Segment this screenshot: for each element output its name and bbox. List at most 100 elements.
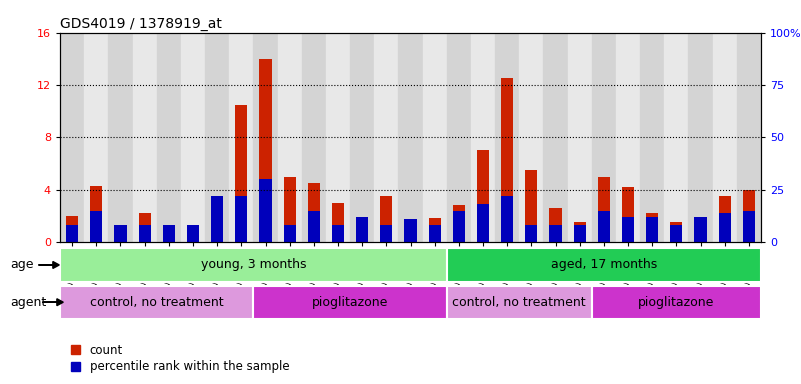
Bar [525, 170, 537, 242]
Bar [519, 33, 543, 242]
Bar [670, 225, 682, 242]
Bar [592, 33, 616, 242]
Bar [91, 210, 103, 242]
Bar [622, 217, 634, 242]
Bar [423, 33, 447, 242]
Bar [235, 104, 248, 242]
Bar [108, 33, 133, 242]
Text: control, no treatment: control, no treatment [453, 296, 586, 309]
Bar [163, 229, 175, 242]
Bar [598, 210, 610, 242]
Bar [115, 233, 127, 242]
Bar [278, 33, 302, 242]
Bar [743, 210, 755, 242]
Bar [664, 33, 688, 242]
Bar [453, 210, 465, 242]
Bar [211, 196, 223, 242]
Bar [91, 186, 103, 242]
Bar [157, 33, 181, 242]
Bar [718, 196, 731, 242]
Bar [501, 196, 513, 242]
Bar [133, 33, 157, 242]
Bar [447, 33, 471, 242]
Bar [284, 225, 296, 242]
Bar [405, 229, 417, 242]
Bar [694, 229, 706, 242]
Bar [447, 286, 592, 319]
Bar [60, 33, 84, 242]
Bar [646, 213, 658, 242]
Bar [253, 33, 278, 242]
Bar [447, 248, 761, 281]
Bar [66, 216, 78, 242]
Text: pioglitazone: pioglitazone [638, 296, 714, 309]
Bar [308, 183, 320, 242]
Bar [713, 33, 737, 242]
Bar [405, 219, 417, 242]
Bar [429, 225, 441, 242]
Bar [84, 33, 108, 242]
Bar [284, 177, 296, 242]
Bar [181, 33, 205, 242]
Bar [737, 33, 761, 242]
Text: age: age [10, 258, 34, 271]
Text: young, 3 months: young, 3 months [201, 258, 306, 271]
Bar [332, 203, 344, 242]
Text: pioglitazone: pioglitazone [312, 296, 388, 309]
Bar [60, 286, 253, 319]
Bar [60, 248, 447, 281]
Bar [356, 222, 368, 242]
Bar [718, 213, 731, 242]
Bar [743, 190, 755, 242]
Bar [543, 33, 568, 242]
Bar [139, 213, 151, 242]
Bar [205, 33, 229, 242]
Bar [163, 225, 175, 242]
Bar [574, 222, 586, 242]
Bar [398, 33, 423, 242]
Bar [549, 208, 562, 242]
Bar [646, 217, 658, 242]
Bar [574, 225, 586, 242]
Text: control, no treatment: control, no treatment [90, 296, 223, 309]
Bar [187, 225, 199, 242]
Bar [640, 33, 664, 242]
Bar [139, 225, 151, 242]
Bar [187, 235, 199, 242]
Bar [66, 225, 78, 242]
Bar [302, 33, 326, 242]
Bar [229, 33, 253, 242]
Text: GDS4019 / 1378919_at: GDS4019 / 1378919_at [60, 17, 222, 31]
Bar [592, 286, 761, 319]
Bar [688, 33, 713, 242]
Bar [211, 229, 223, 242]
Bar [115, 225, 127, 242]
Bar [471, 33, 495, 242]
Bar [549, 225, 562, 242]
Bar [622, 187, 634, 242]
Bar [308, 210, 320, 242]
Bar [453, 205, 465, 242]
Bar [253, 286, 447, 319]
Bar [525, 225, 537, 242]
Bar [260, 59, 272, 242]
Text: agent: agent [10, 296, 46, 309]
Bar [598, 177, 610, 242]
Bar [568, 33, 592, 242]
Bar [380, 196, 392, 242]
Bar [477, 204, 489, 242]
Bar [429, 218, 441, 242]
Bar [356, 217, 368, 242]
Bar [332, 225, 344, 242]
Bar [326, 33, 350, 242]
Bar [477, 151, 489, 242]
Legend: count, percentile rank within the sample: count, percentile rank within the sample [66, 339, 294, 378]
Bar [235, 196, 248, 242]
Bar [380, 225, 392, 242]
Bar [694, 217, 706, 242]
Bar [495, 33, 519, 242]
Bar [350, 33, 374, 242]
Bar [501, 78, 513, 242]
Bar [616, 33, 640, 242]
Bar [374, 33, 398, 242]
